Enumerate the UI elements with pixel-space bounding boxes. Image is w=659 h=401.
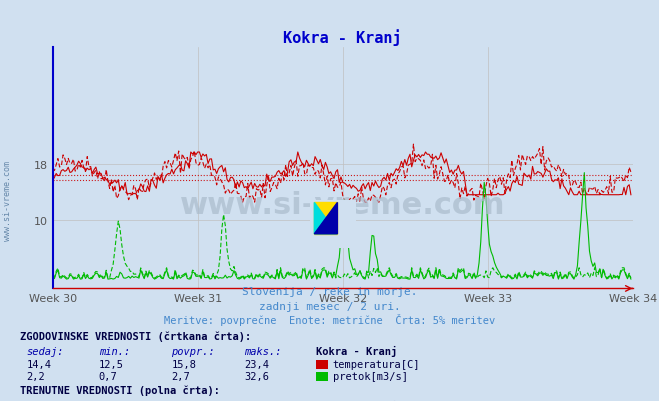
Text: 23,4: 23,4 bbox=[244, 359, 269, 369]
Text: povpr.:: povpr.: bbox=[171, 346, 215, 356]
Text: pretok[m3/s]: pretok[m3/s] bbox=[333, 371, 408, 381]
Text: 12,5: 12,5 bbox=[99, 359, 124, 369]
Bar bbox=[314, 203, 337, 234]
Text: Kokra - Kranj: Kokra - Kranj bbox=[316, 400, 397, 401]
Text: sedaj:: sedaj: bbox=[26, 346, 64, 356]
Text: www.si-vreme.com: www.si-vreme.com bbox=[180, 190, 505, 219]
Text: Slovenija / reke in morje.: Slovenija / reke in morje. bbox=[242, 287, 417, 297]
Text: 2,7: 2,7 bbox=[171, 371, 190, 381]
Title: Kokra - Kranj: Kokra - Kranj bbox=[283, 29, 402, 46]
Text: 2,2: 2,2 bbox=[26, 371, 45, 381]
Text: temperatura[C]: temperatura[C] bbox=[333, 359, 420, 369]
Text: maks.:: maks.: bbox=[244, 346, 281, 356]
Text: 14,4: 14,4 bbox=[26, 359, 51, 369]
Text: 32,6: 32,6 bbox=[244, 371, 269, 381]
Text: Kokra - Kranj: Kokra - Kranj bbox=[316, 345, 397, 356]
Text: 15,8: 15,8 bbox=[171, 359, 196, 369]
Text: Meritve: povprečne  Enote: metrične  Črta: 5% meritev: Meritve: povprečne Enote: metrične Črta:… bbox=[164, 313, 495, 325]
Text: 0,7: 0,7 bbox=[99, 371, 117, 381]
Text: zadnji mesec / 2 uri.: zadnji mesec / 2 uri. bbox=[258, 301, 401, 311]
Text: www.si-vreme.com: www.si-vreme.com bbox=[3, 160, 13, 241]
Text: ZGODOVINSKE VREDNOSTI (črtkana črta):: ZGODOVINSKE VREDNOSTI (črtkana črta): bbox=[20, 330, 251, 341]
Polygon shape bbox=[314, 203, 337, 234]
Text: TRENUTNE VREDNOSTI (polna črta):: TRENUTNE VREDNOSTI (polna črta): bbox=[20, 385, 219, 395]
Polygon shape bbox=[314, 203, 337, 234]
Text: min.:: min.: bbox=[99, 346, 130, 356]
